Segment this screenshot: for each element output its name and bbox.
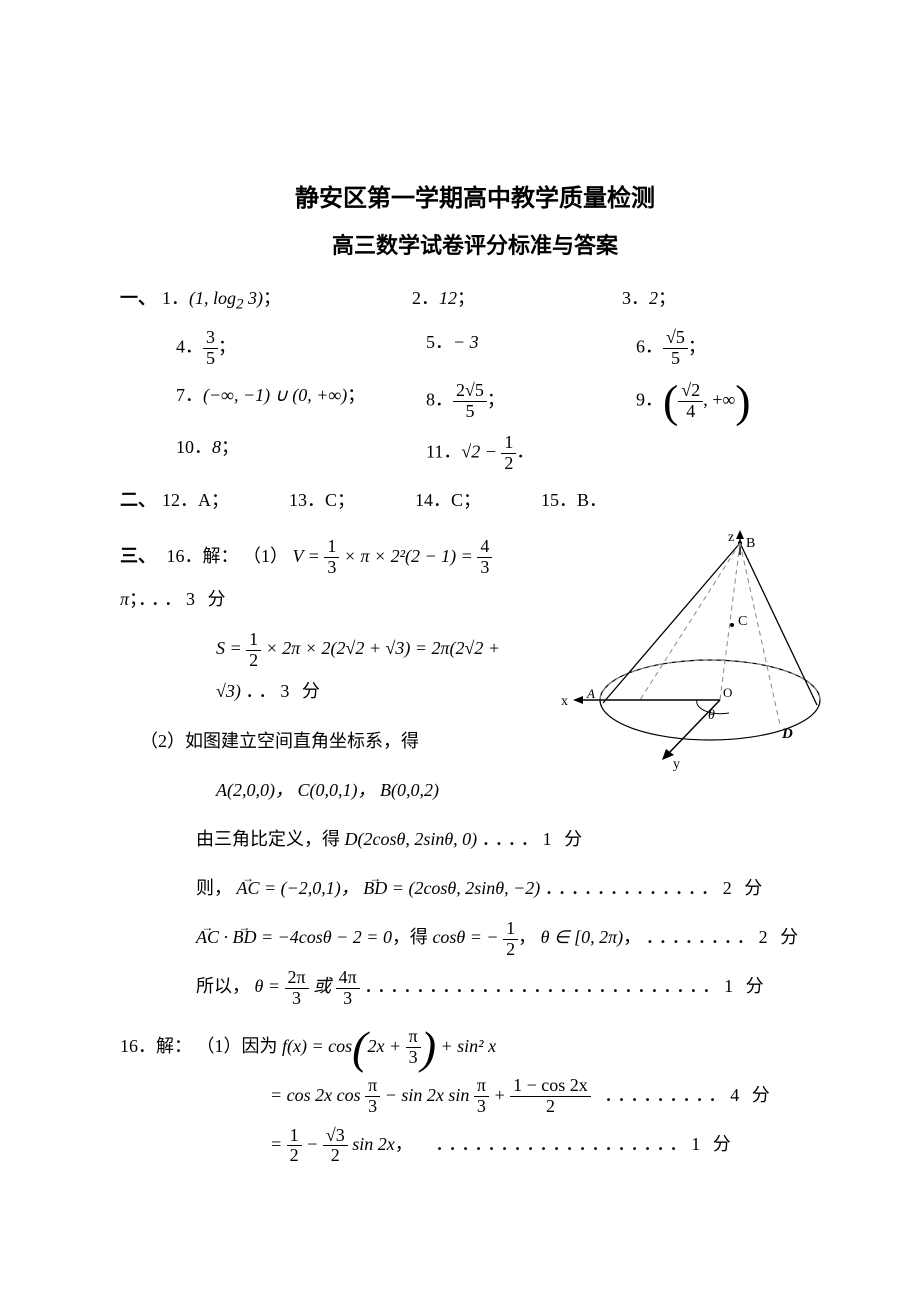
svg-text:C: C xyxy=(738,614,747,629)
p16b-part1-prefix: （1）因为 xyxy=(197,1036,283,1056)
svg-text:A: A xyxy=(586,686,595,701)
section1-label: 一、 xyxy=(120,284,156,317)
subtitle: 高三数学试卷评分标准与答案 xyxy=(120,228,830,263)
p16-coords: A(2,0,0)， C(0,0,1)， B(0,0,2) xyxy=(120,769,830,812)
problem16b-label: 16．解： xyxy=(120,1036,192,1056)
answer-4: 4．35； xyxy=(176,328,426,369)
section1-row1: 一、 1．(1, log2 3)； 2．12； 3．2； xyxy=(120,284,830,317)
answer-6: 6．√55； xyxy=(636,328,836,369)
page: 静安区第一学期高中教学质量检测 高三数学试卷评分标准与答案 一、 1．(1, l… xyxy=(0,0,920,1212)
svg-text:D: D xyxy=(781,726,793,742)
section3: B z O C x A xyxy=(120,535,830,1166)
section1-row4: 10．8； 11．√2 − 12． xyxy=(120,433,886,474)
mcq-12: 12．A； xyxy=(162,486,229,515)
mcq-13: 13．C； xyxy=(289,486,355,515)
answer-11: 11．√2 − 12． xyxy=(426,433,636,474)
section1-row2: 4．35； 5．− 3 6．√55； xyxy=(120,328,886,369)
p16b-fx-formula: f(x) = cos(2x + π3) + sin² x xyxy=(282,1036,496,1056)
cone-diagram: B z O C x A xyxy=(525,525,830,775)
section2-row: 二、 12．A； 13．C； 14．C； 15．B． xyxy=(120,486,830,515)
svg-text:y: y xyxy=(673,757,680,772)
main-title: 静安区第一学期高中教学质量检测 xyxy=(120,180,830,218)
p16b-part1: 16．解： （1）因为 f(x) = cos(2x + π3) + sin² x xyxy=(120,1025,830,1068)
answer-9: 9．(√24, +∞) xyxy=(636,381,836,422)
svg-text:O: O xyxy=(723,685,732,700)
svg-text:θ: θ xyxy=(708,708,715,723)
answer-1: 1．(1, log2 3)； xyxy=(162,284,412,317)
score-dots: ．．．3 分 xyxy=(138,589,230,609)
p16b-line2: = cos 2x cos π3 − sin 2x sin π3 + 1 − co… xyxy=(120,1074,830,1117)
section1-row3: 7．(−∞, −1) ∪ (0, +∞)； 8．2√55； 9．(√24, +∞… xyxy=(120,381,886,422)
score-dots: ．．3 分 xyxy=(245,681,324,701)
p16b-line3: = 12 − √32 sin 2x， ．．．．．．．．．．．．．．．．．．．1 … xyxy=(120,1123,830,1166)
mcq-15: 15．B． xyxy=(541,486,607,515)
answer-7: 7．(−∞, −1) ∪ (0, +∞)； xyxy=(176,381,426,422)
p16-vec1: 则， AC = (−2,0,1)， BD = (2cosθ, 2sinθ, −2… xyxy=(120,867,830,910)
section2-label: 二、 xyxy=(120,486,156,515)
svg-text:x: x xyxy=(561,694,568,709)
mcq-14: 14．C； xyxy=(415,486,481,515)
answer-5: 5．− 3 xyxy=(426,328,636,369)
p16-part1a-prefix: （1） xyxy=(243,546,288,566)
answer-3: 3．2； xyxy=(622,284,822,317)
problem16-label: 16．解： xyxy=(167,546,239,566)
p16-result: 所以， θ = 2π3 或 4π3 ．．．．．．．．．．．．．．．．．．．．．．… xyxy=(120,965,830,1008)
p16-vec2: AC · BD = −4cosθ − 2 = 0，得 cosθ = − 12， … xyxy=(120,916,830,959)
answer-2: 2．12； xyxy=(412,284,622,317)
section3-label: 三、 xyxy=(120,546,156,566)
svg-text:z: z xyxy=(728,530,734,545)
answer-8: 8．2√55； xyxy=(426,381,636,422)
answer-10: 10．8； xyxy=(176,433,426,474)
svg-text:B: B xyxy=(746,536,755,551)
p16-trig-def: 由三角比定义，得 D(2cosθ, 2sinθ, 0) ．．．．1 分 xyxy=(120,818,830,861)
